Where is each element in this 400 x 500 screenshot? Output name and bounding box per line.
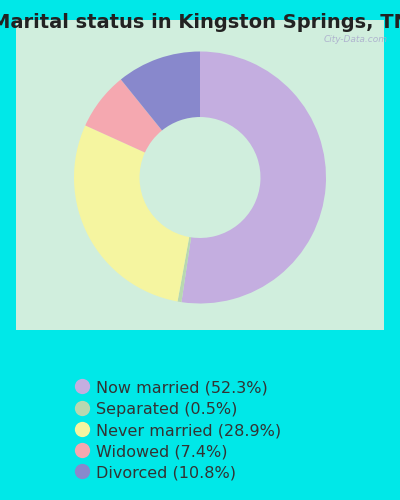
Text: City-Data.com: City-Data.com xyxy=(324,35,388,44)
Bar xyxy=(16,20,384,330)
Legend: Now married (52.3%), Separated (0.5%), Never married (28.9%), Widowed (7.4%), Di: Now married (52.3%), Separated (0.5%), N… xyxy=(72,374,288,487)
Wedge shape xyxy=(74,126,189,302)
Wedge shape xyxy=(178,237,191,302)
Text: Marital status in Kingston Springs, TN: Marital status in Kingston Springs, TN xyxy=(0,12,400,32)
Wedge shape xyxy=(85,80,162,152)
Wedge shape xyxy=(121,52,200,130)
Wedge shape xyxy=(182,52,326,304)
